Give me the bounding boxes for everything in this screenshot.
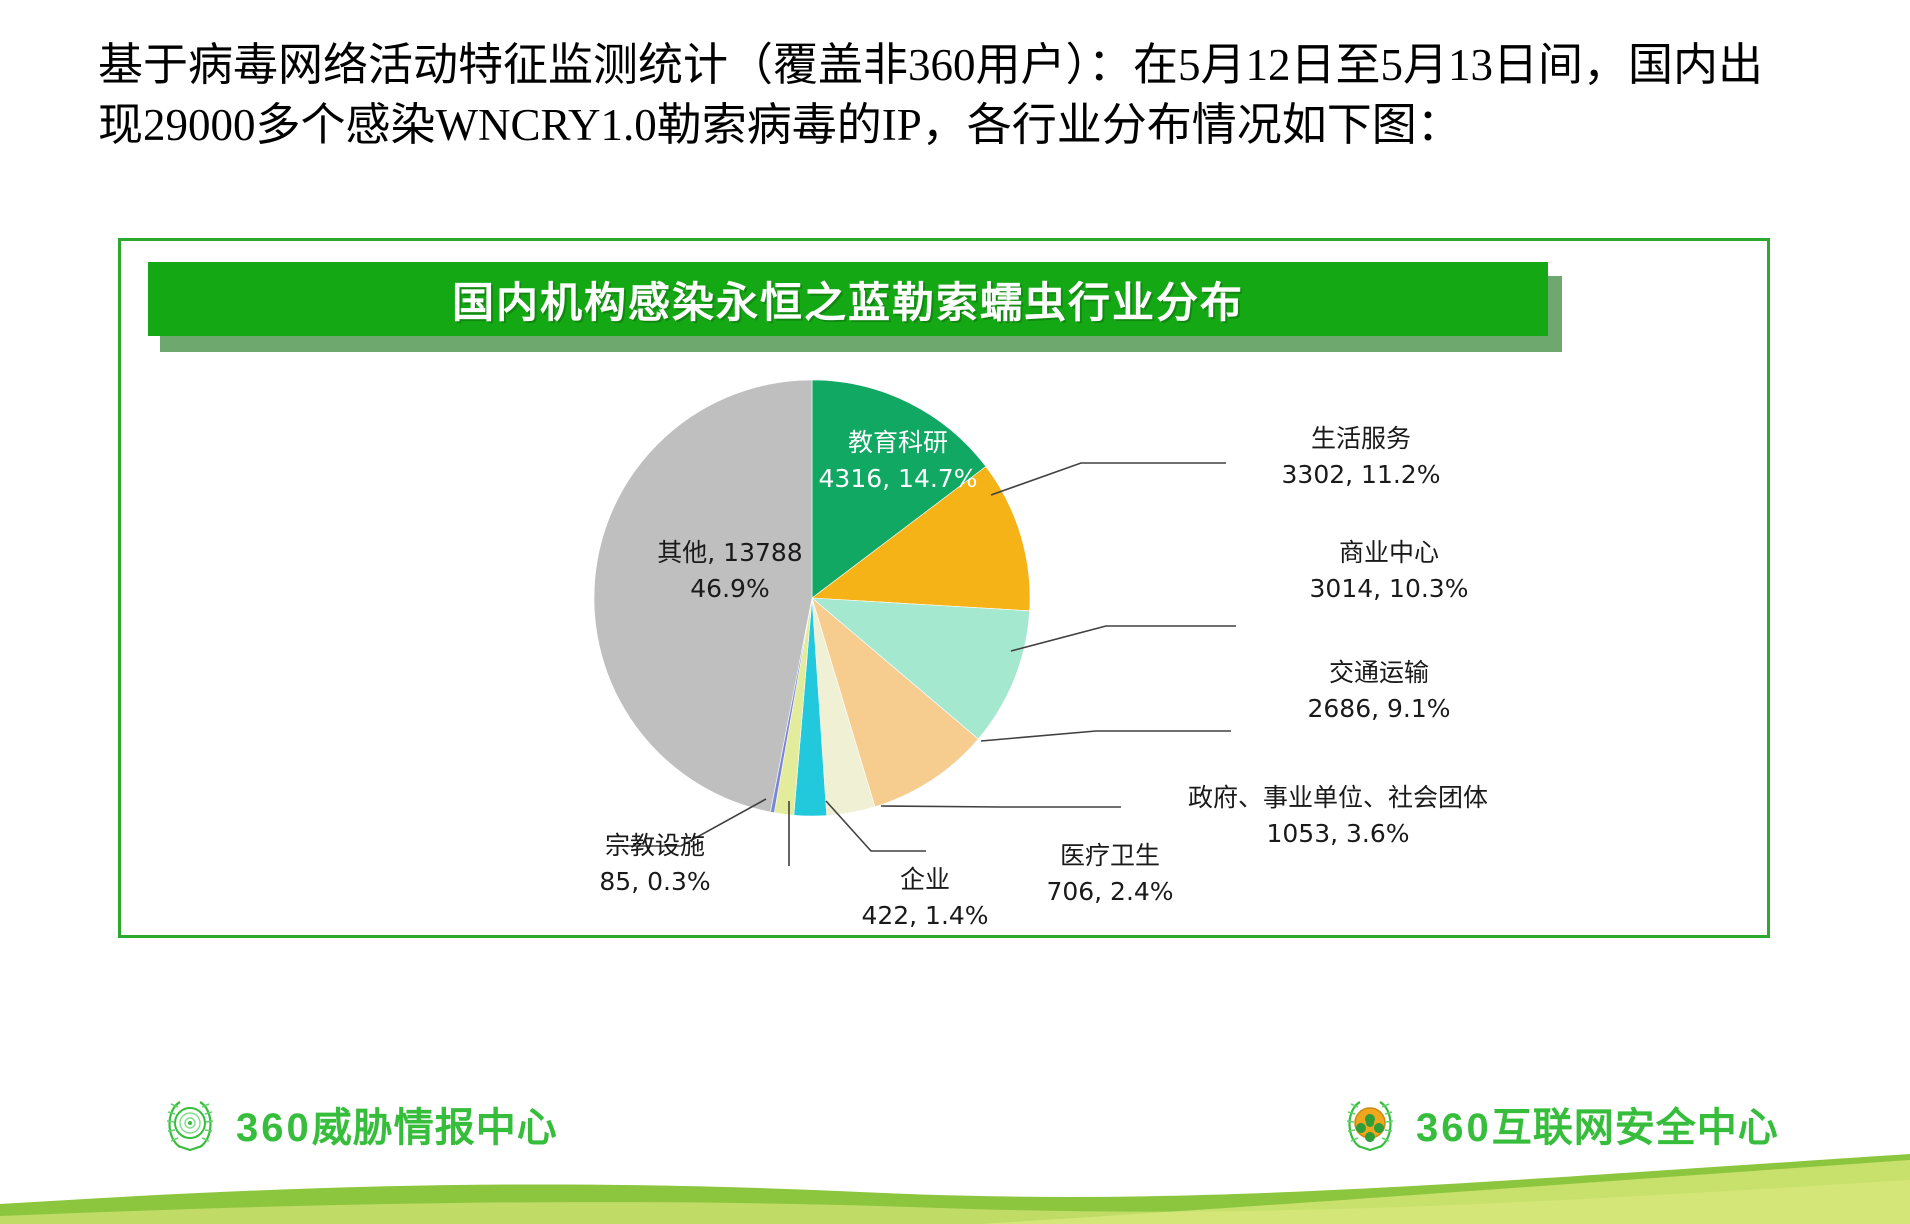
- pie-label-zongjiaosheshi-value: 85, 0.3%: [599, 866, 711, 896]
- pie-label-qiye-value: 422, 1.4%: [861, 900, 989, 930]
- logo-right-brand: 360: [1416, 1106, 1492, 1150]
- pie-label-jiaotongyunshu-name: 交通运输: [1328, 658, 1429, 687]
- pie-label-qita-value: 46.9%: [690, 573, 770, 603]
- pie-label-zhengfu-value: 1053, 3.6%: [1266, 818, 1410, 848]
- logo-threat-intel-center-text: 360威胁情报中心: [236, 1095, 558, 1153]
- logo-right-name: 互联网安全中心: [1491, 1105, 1779, 1151]
- logo-internet-security-center: 360互联网安全中心: [1338, 1092, 1779, 1156]
- pie-chart: [592, 378, 1032, 818]
- pie-slice-8: [593, 379, 813, 813]
- pie-label-yiliaoweisheng-name: 医疗卫生: [1059, 841, 1160, 870]
- pie-label-jiaoyukeyan-value: 4316, 14.7%: [818, 463, 978, 493]
- pie-label-qiye: 企业 422, 1.4%: [825, 862, 1025, 933]
- logo-threat-intel-center: 360威胁情报中心: [158, 1092, 558, 1156]
- pie-label-jiaotongyunshu-value: 2686, 9.1%: [1307, 693, 1451, 723]
- chart-title-banner: 国内机构感染永恒之蓝勒索蠕虫行业分布: [148, 262, 1548, 336]
- pie-label-zhengfu: 政府、事业单位、社会团体 1053, 3.6%: [1128, 780, 1548, 851]
- pie-label-yiliaoweisheng: 医疗卫生 706, 2.4%: [1000, 838, 1220, 909]
- slide-heading: 基于病毒网络活动特征监测统计（覆盖非360用户）：在5月12日至5月13日间，国…: [98, 40, 1764, 150]
- logo-left-name: 威胁情报中心: [311, 1105, 558, 1151]
- pie-svg: [593, 379, 1031, 817]
- pie-label-shenghuofuwu: 生活服务 3302, 11.2%: [1226, 421, 1496, 492]
- logo-internet-security-center-text: 360互联网安全中心: [1416, 1095, 1779, 1153]
- pie-label-shenghuofuwu-value: 3302, 11.2%: [1281, 459, 1441, 489]
- pie-label-yiliaoweisheng-value: 706, 2.4%: [1046, 876, 1174, 906]
- pie-label-jiaoyukeyan-name: 教育科研: [847, 428, 948, 457]
- pie-label-shangyezhongxin: 商业中心 3014, 10.3%: [1254, 535, 1524, 606]
- pie-label-shenghuofuwu-name: 生活服务: [1310, 424, 1411, 453]
- pie-label-qita: 其他, 13788 46.9%: [620, 535, 840, 606]
- pie-slice-0: [811, 379, 987, 599]
- slide-bottom-ribbon: [0, 1146, 1910, 1224]
- pie-label-zongjiaosheshi: 宗教设施 85, 0.3%: [545, 828, 765, 899]
- pie-slice-group: [593, 379, 1031, 817]
- pie-label-jiaoyukeyan: 教育科研 4316, 14.7%: [808, 425, 988, 496]
- chart-title: 国内机构感染永恒之蓝勒索蠕虫行业分布: [451, 277, 1244, 327]
- pie-label-zhengfu-name: 政府、事业单位、社会团体: [1187, 783, 1488, 812]
- pie-label-shangyezhongxin-name: 商业中心: [1338, 538, 1439, 567]
- wreath-globe-icon: [158, 1092, 222, 1156]
- pie-label-qiye-name: 企业: [899, 865, 950, 894]
- pie-label-jiaotongyunshu: 交通运输 2686, 9.1%: [1244, 655, 1514, 726]
- wreath-shield-icon: [1338, 1092, 1402, 1156]
- pie-label-zongjiaosheshi-name: 宗教设施: [604, 831, 705, 860]
- logo-left-brand: 360: [236, 1106, 312, 1150]
- pie-label-qita-name: 其他, 13788: [657, 538, 803, 567]
- pie-label-shangyezhongxin-value: 3014, 10.3%: [1309, 573, 1469, 603]
